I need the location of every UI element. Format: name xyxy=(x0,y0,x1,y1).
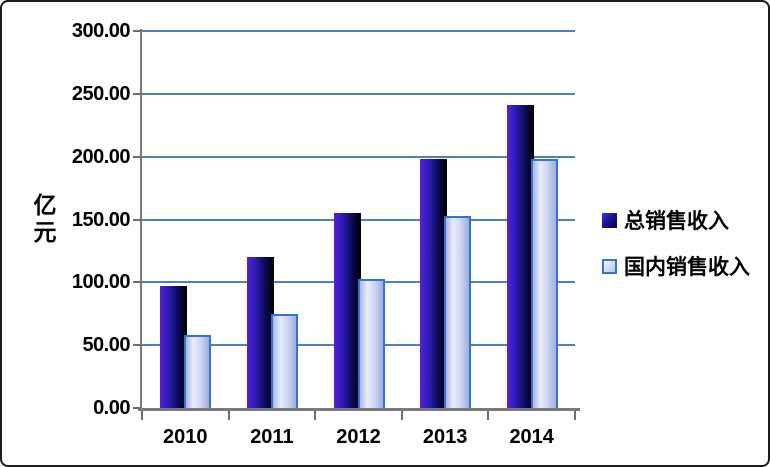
legend-item-国内销售收入: 国内销售收入 xyxy=(602,251,750,281)
gridline-250 xyxy=(142,92,575,95)
x-tick-mark-5 xyxy=(574,411,576,420)
bar-国内销售收入-2014 xyxy=(530,159,558,408)
y-tick-mark-300 xyxy=(133,30,141,32)
y-tick-mark-200 xyxy=(133,155,141,158)
y-tick-mark-50 xyxy=(133,344,141,347)
x-tick-label-2012: 2012 xyxy=(336,426,381,448)
gridline-200 xyxy=(142,155,575,158)
x-tick-mark-2 xyxy=(314,411,317,420)
x-tick-mark-3 xyxy=(400,411,403,420)
y-tick-label-200.00: 200.00 xyxy=(71,145,131,168)
x-tick-mark-0 xyxy=(141,411,143,420)
x-axis-line xyxy=(138,408,580,411)
y-tick-label-150.00: 150.00 xyxy=(71,208,131,231)
x-tick-label-2013: 2013 xyxy=(422,426,468,448)
bar-总销售收入-2010 xyxy=(160,286,188,408)
bar-国内销售收入-2013 xyxy=(444,215,472,408)
y-tick-mark-0 xyxy=(133,407,141,409)
y-tick-label-100.00: 100.00 xyxy=(71,271,131,294)
legend: 总销售收入国内销售收入 xyxy=(602,205,750,281)
y-tick-mark-100 xyxy=(133,281,141,284)
legend-swatch-dark-icon xyxy=(602,212,617,228)
gridline-300 xyxy=(142,30,575,32)
y-axis-line xyxy=(140,29,142,411)
y-tick-label-0.00: 0.00 xyxy=(93,397,130,419)
legend-swatch-light-icon xyxy=(602,258,617,274)
y-tick-label-250.00: 250.00 xyxy=(71,82,131,105)
y-tick-mark-150 xyxy=(133,218,141,221)
x-tick-mark-1 xyxy=(227,411,230,420)
x-tick-label-2014: 2014 xyxy=(509,426,554,448)
y-tick-label-300.00: 300.00 xyxy=(71,20,131,42)
bar-总销售收入-2012 xyxy=(333,213,361,408)
bar-总销售收入-2013 xyxy=(420,159,448,408)
x-tick-label-2011: 2011 xyxy=(250,426,294,448)
legend-label-国内销售收入: 国内销售收入 xyxy=(624,256,750,279)
bar-国内销售收入-2010 xyxy=(184,335,212,408)
x-tick-label-2010: 2010 xyxy=(163,426,208,448)
x-tick-mark-4 xyxy=(487,411,490,420)
legend-item-总销售收入: 总销售收入 xyxy=(602,205,750,235)
y-tick-label-50.00: 50.00 xyxy=(82,334,130,357)
bar-国内销售收入-2011 xyxy=(270,313,298,408)
bar-国内销售收入-2012 xyxy=(357,278,385,408)
legend-label-总销售收入: 总销售收入 xyxy=(624,210,729,233)
bar-总销售收入-2014 xyxy=(506,105,534,408)
y-tick-mark-250 xyxy=(133,92,141,95)
bar-总销售收入-2011 xyxy=(246,257,274,408)
y-axis-title: 亿 元 xyxy=(33,192,57,245)
